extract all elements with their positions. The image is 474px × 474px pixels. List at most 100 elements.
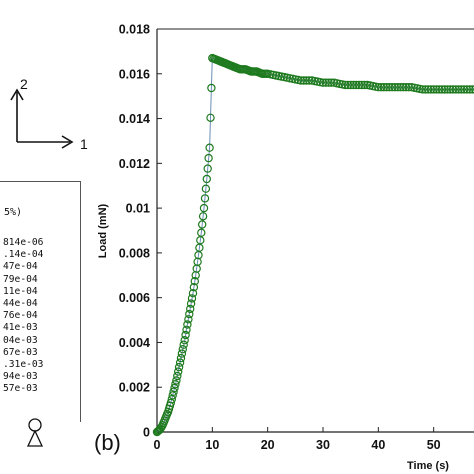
data-point	[343, 80, 353, 90]
data-point	[376, 82, 386, 92]
data-point	[189, 283, 199, 292]
data-point	[318, 78, 328, 87]
data-point	[199, 203, 209, 213]
y-axis-label: Load (mN)	[97, 203, 109, 258]
data-point	[206, 113, 215, 123]
data-point	[354, 80, 364, 90]
data-point	[172, 376, 181, 385]
data-point	[177, 349, 187, 358]
data-point	[379, 82, 389, 92]
legend-value: 47e-04	[3, 261, 38, 273]
data-point	[457, 85, 466, 94]
data-point	[471, 85, 474, 94]
coord-axis-1-arrowhead	[61, 135, 74, 149]
data-point	[190, 277, 199, 286]
series-line	[156, 57, 474, 433]
x-tick-label: 40	[371, 438, 385, 452]
x-tick-label: 0	[154, 438, 161, 452]
data-point	[451, 85, 460, 94]
data-point	[175, 358, 185, 367]
x-tick-label: 10	[205, 438, 219, 452]
data-point	[349, 80, 358, 90]
data-point	[186, 299, 196, 308]
data-point	[404, 82, 413, 92]
legend-value: .31e-03	[3, 359, 44, 370]
coord-axis-1-label: 1	[80, 136, 88, 152]
data-point	[401, 82, 411, 92]
data-point	[393, 82, 402, 92]
data-point	[324, 78, 333, 87]
data-point	[396, 82, 405, 92]
data-point	[181, 330, 190, 340]
data-point	[187, 294, 197, 303]
data-point	[459, 85, 469, 94]
legend-title: 5%)	[4, 207, 23, 218]
data-point	[385, 82, 394, 92]
data-point	[171, 380, 180, 389]
y-tick-label: 0.006	[119, 291, 150, 305]
data-point	[465, 85, 474, 94]
data-point	[296, 76, 306, 85]
data-point	[443, 85, 452, 94]
y-tick-label: 0.002	[119, 381, 150, 395]
data-point	[446, 85, 455, 94]
data-point	[174, 362, 184, 372]
data-point	[468, 85, 474, 94]
legend-value: 814e-06	[3, 237, 44, 248]
data-point	[302, 76, 311, 85]
x-axis-label: Time (s)	[407, 460, 449, 472]
panel-label: (b)	[94, 430, 121, 455]
y-tick-label: 0.01	[126, 202, 150, 216]
data-point	[168, 391, 177, 400]
data-point	[382, 82, 391, 92]
legend-value: 76e-04	[3, 310, 38, 322]
data-point	[205, 143, 214, 152]
data-point	[170, 383, 179, 393]
data-point	[201, 184, 211, 193]
data-point	[166, 398, 175, 408]
data-point	[198, 212, 208, 221]
data-point	[178, 345, 187, 354]
legend-value: 67e-03	[3, 346, 38, 358]
legend-value: 57e-03	[3, 383, 38, 395]
data-point	[423, 85, 433, 94]
y-tick-label: 0.008	[119, 246, 150, 260]
data-point	[185, 304, 195, 314]
y-tick-label: 0.016	[119, 67, 150, 81]
data-point	[176, 353, 186, 363]
data-point	[429, 85, 438, 94]
data-point	[299, 76, 308, 85]
data-point	[374, 82, 383, 92]
y-tick-label: 0.014	[119, 112, 150, 126]
x-tick-label: 20	[261, 438, 275, 452]
data-point	[179, 340, 188, 349]
y-tick-label: 0.018	[119, 23, 150, 37]
data-point	[462, 85, 472, 94]
data-point	[421, 85, 430, 94]
data-point	[204, 153, 213, 163]
data-point	[327, 78, 336, 87]
legend-value: 94e-03	[3, 371, 38, 383]
data-point	[454, 85, 463, 94]
data-point	[180, 336, 189, 345]
legend-value: 11e-04	[3, 285, 38, 297]
data-point	[197, 220, 207, 229]
data-point	[399, 82, 408, 92]
data-point	[200, 194, 210, 203]
data-point	[448, 85, 458, 94]
y-tick-label: 0.004	[119, 336, 150, 350]
data-point	[440, 85, 449, 94]
data-point	[305, 76, 314, 85]
data-point	[184, 315, 193, 324]
legend-value: 79e-04	[3, 273, 38, 285]
data-point	[340, 80, 350, 90]
data-point	[435, 85, 444, 94]
data-point	[182, 325, 191, 334]
legend-value: 04e-03	[3, 334, 38, 346]
data-point	[426, 85, 436, 94]
data-point	[357, 80, 366, 90]
data-point	[173, 371, 182, 381]
legend-value: 44e-04	[3, 298, 38, 309]
data-point	[203, 164, 212, 173]
